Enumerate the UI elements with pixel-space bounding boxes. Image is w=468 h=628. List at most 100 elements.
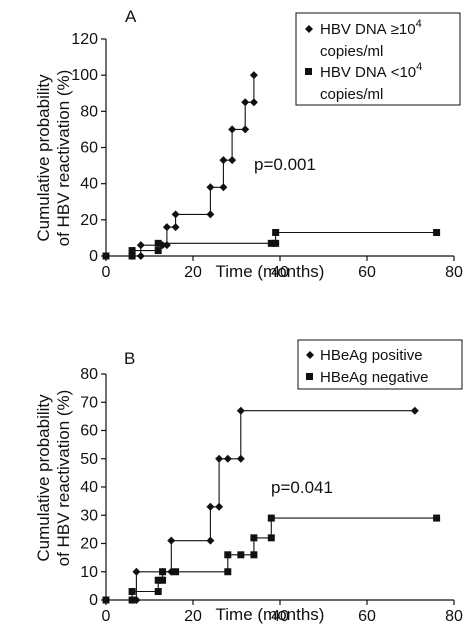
panel-b-xlabel: Time (months) — [216, 605, 325, 624]
panel-a-series-1-point — [136, 241, 145, 250]
panel-b-legend-item-1: HBeAg positive — [306, 347, 423, 364]
panel-a-series-2-point — [433, 228, 441, 236]
panel-b-series-2-point — [224, 568, 232, 576]
panel-a-xlabel: Time (months) — [216, 262, 325, 281]
panel-b-xtick-label: 20 — [184, 608, 202, 625]
panel-a-legend-item-2: HBV DNA <104 copies/ml — [305, 61, 422, 103]
panel-a-ytick-label: 100 — [71, 67, 98, 84]
panel-a-ytick-label: 80 — [80, 103, 98, 120]
panel-b-ytick-label: 30 — [80, 507, 98, 524]
square-marker-icon — [305, 68, 312, 75]
panel-b-ylabel-line2: of HBV reactivation (%) — [54, 390, 73, 567]
panel-a-legend: HBV DNA ≥104 copies/ml HBV DNA <104 copies… — [295, 12, 461, 106]
panel-b-series-2-point — [267, 514, 275, 522]
diamond-marker-icon — [306, 351, 314, 359]
panel-b-series-2-point — [159, 576, 167, 584]
panel-b-series-1-point — [167, 536, 176, 545]
panel-b-ytick-label: 40 — [80, 479, 98, 496]
panel-b-ytick-label: 10 — [80, 564, 98, 581]
panel-a-series-1-point — [249, 71, 258, 80]
panel-a-ytick-label: 40 — [80, 176, 98, 193]
panel-a-ytick-label: 20 — [80, 212, 98, 229]
panel-a-series-1-point — [171, 210, 180, 219]
panel-b-series-2-point — [154, 576, 162, 584]
panel-a-series-1-point — [219, 156, 228, 165]
panel-b-legend-1-label: HBeAg positive — [320, 347, 423, 364]
panel-a-series-2-point — [102, 252, 110, 260]
panel-b: B Cumulative probability of HBV reactiva… — [34, 339, 463, 625]
panel-a-series-1-point — [241, 125, 250, 134]
panel-b-series-1-point — [215, 502, 224, 511]
panel-a-series-1-point — [136, 252, 145, 260]
panel-b-series-2-point — [237, 551, 245, 559]
panel-a-series-1-point — [206, 183, 215, 192]
panel-b-legend-box — [297, 339, 463, 390]
panel-a-legend-item-1: HBV DNA ≥104 copies/ml — [305, 18, 422, 60]
panel-a-p-value: p=0.001 — [254, 155, 316, 174]
panel-b-series-2-point — [102, 596, 110, 604]
panel-b-series-1-point — [132, 567, 141, 576]
panel-a-series-1-point — [162, 223, 171, 232]
panel-a-series-2-point — [267, 239, 275, 247]
panel-a-xtick-label: 80 — [445, 264, 463, 281]
panel-a-label: A — [125, 7, 137, 26]
panel-a-series-1-point — [206, 210, 215, 219]
panel-b-ytick-label: 70 — [80, 394, 98, 411]
panel-b-series-2-line — [106, 517, 437, 601]
panel-b-label: B — [124, 349, 135, 368]
panel-a-series-2-point — [154, 247, 162, 255]
panel-a-ytick-label: 60 — [80, 140, 98, 157]
panel-b-series-2-point — [128, 596, 136, 604]
panel-a-series-1-point — [241, 98, 250, 107]
panel-b-series-1-point — [206, 502, 215, 511]
panel-a-legend-1-label: HBV DNA ≥104 — [320, 18, 422, 38]
panel-b-xtick-label: 80 — [445, 608, 463, 625]
panel-b-series-2-point — [250, 551, 258, 559]
panel-a-series-1-point — [162, 241, 171, 250]
panel-a-xtick-label: 40 — [271, 264, 289, 281]
panel-b-ytick-label: 20 — [80, 536, 98, 553]
panel-b-ytick-label: 50 — [80, 451, 98, 468]
panel-a-legend-1-unit: copies/ml — [320, 43, 383, 60]
panel-b-series-1-point — [206, 536, 215, 545]
panel-b-legend: HBeAg positive HBeAg negative — [297, 339, 463, 390]
diamond-marker-icon — [305, 25, 313, 33]
panel-a-series-2-point — [128, 247, 136, 255]
panel-b-xtick-label: 60 — [358, 608, 376, 625]
panel-b-ytick-label: 0 — [89, 592, 98, 609]
panel-a-series-1-point — [219, 183, 228, 192]
panel-b-series-2-point — [172, 568, 180, 576]
panel-a-ytick-label: 120 — [71, 31, 98, 48]
panel-b-p-value: p=0.041 — [271, 478, 333, 497]
panel-a-series-1-line — [106, 75, 255, 257]
panel-a-legend-2-label: HBV DNA <104 — [320, 61, 422, 81]
panel-a-legend-2-unit: copies/ml — [320, 86, 383, 103]
panel-b-series-2-point — [128, 588, 136, 596]
panel-a: A Cumulative probability of HBV reactiva… — [34, 7, 463, 281]
panel-a-series-1-point — [228, 156, 237, 165]
panel-a-xtick-label: 60 — [358, 264, 376, 281]
panel-b-series-2-point — [154, 588, 162, 596]
panel-a-ylabel-line2: of HBV reactivation (%) — [54, 70, 73, 247]
panel-b-series-2-point — [433, 514, 441, 522]
panel-a-ylabel-line1: Cumulative probability — [34, 74, 53, 242]
panel-a-ytick-label: 0 — [89, 248, 98, 265]
panel-a-series-2-point — [154, 239, 162, 247]
panel-b-series-2-point — [250, 534, 258, 542]
panel-b-series-2-point — [267, 534, 275, 542]
panel-b-series-1-point — [410, 406, 419, 415]
panel-a-legend-box — [295, 12, 461, 106]
panel-a-series-1-point — [171, 223, 180, 232]
panel-b-series-1-point — [223, 454, 232, 463]
panel-b-series-2-point — [159, 568, 167, 576]
panel-b-series-1-point — [236, 454, 245, 463]
panel-a-xtick-label: 20 — [184, 264, 202, 281]
panel-b-series-2-point — [224, 551, 232, 559]
panel-b-xtick-label: 0 — [102, 608, 111, 625]
panel-b-xtick-label: 40 — [271, 608, 289, 625]
panel-a-series-1-point — [249, 98, 258, 107]
panel-b-series-1-line — [106, 410, 415, 601]
panel-b-ytick-label: 60 — [80, 423, 98, 440]
panel-b-ylabel-line1: Cumulative probability — [34, 394, 53, 562]
